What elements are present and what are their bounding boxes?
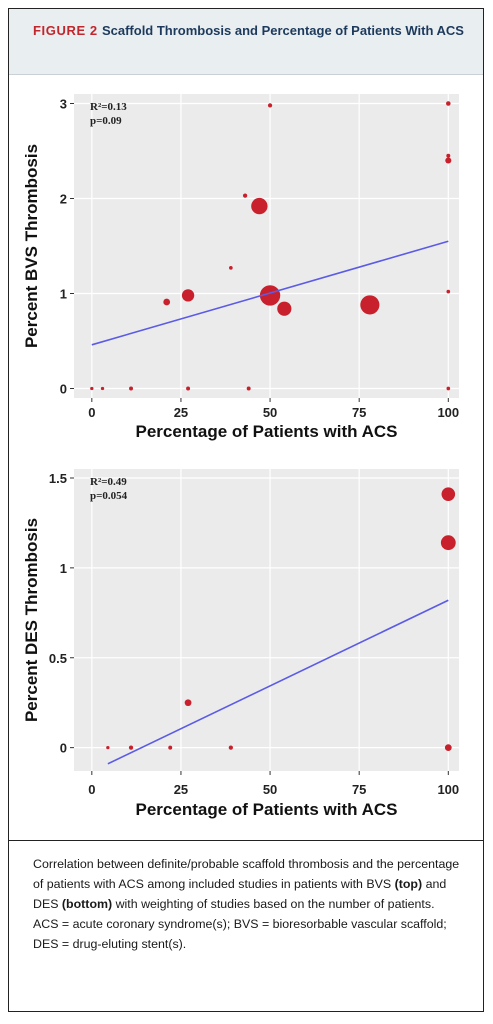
bvs-plot-background bbox=[74, 94, 459, 398]
bvs-data-point bbox=[251, 197, 268, 215]
bvs-data-point bbox=[445, 157, 452, 164]
bvs-data-point bbox=[277, 301, 292, 316]
des-chart-group: 0 25 50 75 100 0 0.5 1 1.5 Percentage of Patients… bbox=[22, 469, 459, 819]
des-x-tick-label: 25 bbox=[174, 782, 188, 797]
des-x-tick-label: 50 bbox=[263, 782, 277, 797]
des-y-tick-label: 1 bbox=[60, 561, 67, 576]
caption-top-word: (top) bbox=[394, 877, 423, 891]
des-data-point bbox=[444, 744, 452, 752]
des-data-point bbox=[228, 745, 233, 750]
caption-bottom-word: (bottom) bbox=[61, 897, 113, 911]
bvs-y-tick-label: 2 bbox=[60, 192, 67, 207]
bvs-x-tick-label: 0 bbox=[88, 405, 95, 420]
des-data-point bbox=[184, 699, 192, 707]
bvs-chart-group: 0 25 50 75 100 0 1 2 3 Percentage of Patients wit… bbox=[22, 94, 459, 441]
des-data-point bbox=[440, 535, 456, 551]
figure-label: FIGURE 2 bbox=[33, 23, 102, 38]
caption-part2: and DES bbox=[33, 877, 447, 911]
bvs-data-point bbox=[267, 103, 273, 108]
des-y-axis-label: Percent DES Thrombosis bbox=[22, 518, 41, 722]
figure-frame: FIGURE 2 Scaffold Thrombosis and Percent… bbox=[8, 8, 484, 1012]
des-plot-background bbox=[74, 469, 459, 771]
bvs-data-point bbox=[181, 289, 195, 302]
bvs-x-tick-label: 75 bbox=[352, 405, 366, 420]
bvs-data-point bbox=[163, 298, 171, 306]
bvs-data-point bbox=[446, 101, 451, 106]
bvs-data-point bbox=[446, 153, 451, 158]
bvs-data-point bbox=[360, 295, 380, 315]
bvs-data-point bbox=[259, 285, 281, 306]
bvs-x-tick-label: 25 bbox=[174, 405, 188, 420]
bvs-data-point bbox=[229, 266, 233, 270]
des-stat-text: p=0.054 bbox=[90, 490, 128, 502]
bvs-stat-text: p=0.09 bbox=[90, 115, 122, 127]
bvs-y-axis-label: Percent BVS Thrombosis bbox=[22, 144, 41, 348]
bvs-stat-text: R²=0.13 bbox=[90, 101, 127, 113]
bvs-data-point bbox=[246, 386, 251, 391]
des-data-point bbox=[128, 745, 134, 750]
des-data-point bbox=[168, 745, 173, 750]
bvs-data-point bbox=[90, 386, 94, 391]
figure-title: Scaffold Thrombosis and Percentage of Pa… bbox=[101, 23, 464, 38]
bvs-data-point bbox=[242, 193, 248, 198]
bvs-x-axis-label: Percentage of Patients with ACS bbox=[136, 422, 398, 441]
des-data-point bbox=[106, 745, 110, 750]
des-y-tick-label: 1.5 bbox=[49, 471, 67, 486]
des-data-point bbox=[441, 487, 456, 501]
caption-divider bbox=[9, 840, 483, 841]
bvs-regression-line bbox=[91, 240, 449, 346]
figure-caption: Correlation between definite/probable sc… bbox=[33, 854, 461, 954]
figure-header: FIGURE 2 Scaffold Thrombosis and Percent… bbox=[9, 9, 483, 75]
bvs-x-tick-label: 50 bbox=[263, 405, 277, 420]
des-x-tick-label: 75 bbox=[352, 782, 366, 797]
caption-part1: Correlation between definite/probable sc… bbox=[33, 857, 460, 891]
bvs-data-point bbox=[129, 386, 134, 391]
bvs-x-tick-label: 100 bbox=[437, 405, 459, 420]
bvs-y-tick-label: 1 bbox=[60, 287, 67, 302]
des-x-axis-label: Percentage of Patients with ACS bbox=[136, 800, 398, 819]
chart-area: 0 25 50 75 100 0 1 2 3 Percentage of Patients wit… bbox=[9, 75, 483, 840]
bvs-y-tick-label: 0 bbox=[60, 382, 67, 397]
bvs-data-point bbox=[186, 386, 191, 391]
bvs-y-tick-label: 3 bbox=[60, 97, 67, 112]
bvs-data-point bbox=[446, 386, 451, 391]
bvs-data-point bbox=[100, 386, 105, 391]
des-y-tick-label: 0.5 bbox=[49, 651, 67, 666]
des-y-tick-label: 0 bbox=[60, 741, 67, 756]
des-regression-line bbox=[107, 599, 449, 765]
bvs-data-point bbox=[446, 289, 451, 294]
des-x-tick-label: 100 bbox=[437, 782, 459, 797]
des-stat-text: R²=0.49 bbox=[90, 476, 127, 488]
caption-part3: with weighting of studies based on the n… bbox=[33, 897, 447, 951]
des-x-tick-label: 0 bbox=[88, 782, 95, 797]
